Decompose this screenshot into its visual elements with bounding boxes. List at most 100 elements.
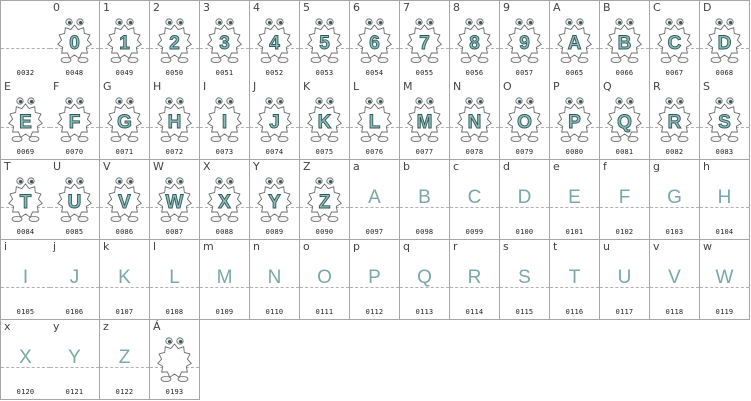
glyph-preview: U bbox=[617, 267, 632, 288]
glyph-cell[interactable]: B B 0066 bbox=[600, 0, 650, 81]
glyph-cell[interactable]: w W 0119 bbox=[700, 240, 750, 320]
character-label: h bbox=[703, 160, 710, 173]
glyph-cell[interactable]: L L 0076 bbox=[350, 80, 400, 160]
glyph-cell[interactable]: 1 1 0049 bbox=[100, 0, 150, 81]
glyph-cell[interactable]: Z Z 0090 bbox=[300, 160, 350, 240]
glyph-cell[interactable]: y Y 0121 bbox=[50, 320, 100, 400]
glyph-cell[interactable]: g G 0103 bbox=[650, 160, 700, 240]
glyph-cell[interactable]: a A 0097 bbox=[350, 160, 400, 240]
glyph-cell[interactable]: f F 0102 bbox=[600, 160, 650, 240]
glyph-cell[interactable]: W W 0087 bbox=[150, 160, 200, 240]
glyph-cell[interactable]: Q Q 0081 bbox=[600, 80, 650, 160]
badge-glyph: I bbox=[222, 112, 227, 133]
glyph-cell[interactable]: 0 0 0048 bbox=[50, 0, 100, 81]
glyph-cell[interactable]: v V 0118 bbox=[650, 240, 700, 320]
glyph-cell[interactable]: 7 7 0055 bbox=[400, 0, 450, 81]
char-code: 0122 bbox=[115, 388, 134, 396]
baseline-guide bbox=[300, 287, 349, 288]
glyph-cell[interactable]: t T 0116 bbox=[550, 240, 600, 320]
glyph-preview: J bbox=[69, 267, 80, 288]
character-label: c bbox=[453, 160, 460, 173]
glyph-cell[interactable]: z Z 0122 bbox=[100, 320, 150, 400]
glyph-cell[interactable]: r R 0114 bbox=[450, 240, 500, 320]
baseline-guide bbox=[600, 207, 649, 208]
badge-glyph: S bbox=[718, 112, 731, 133]
flower-badge-icon bbox=[157, 337, 192, 383]
glyph-cell[interactable]: c C 0099 bbox=[450, 160, 500, 240]
glyph-cell[interactable]: G G 0071 bbox=[100, 80, 150, 160]
glyph-cell[interactable]: l L 0108 bbox=[150, 240, 200, 320]
glyph-cell[interactable]: q Q 0113 bbox=[400, 240, 450, 320]
glyph-cell[interactable]: j J 0106 bbox=[50, 240, 100, 320]
glyph-cell[interactable]: Y Y 0089 bbox=[250, 160, 300, 240]
flower-badge-icon: 7 bbox=[407, 18, 442, 64]
glyph-cell[interactable]: k K 0107 bbox=[100, 240, 150, 320]
flower-badge-icon: Z bbox=[307, 177, 342, 223]
char-code: 0049 bbox=[115, 69, 134, 77]
glyph-cell[interactable]: Á 0193 bbox=[150, 320, 200, 400]
char-code: 0106 bbox=[65, 308, 84, 316]
glyph-cell[interactable]: V V 0086 bbox=[100, 160, 150, 240]
glyph-cell[interactable]: X X 0088 bbox=[200, 160, 250, 240]
glyph-cell[interactable]: S S 0083 bbox=[700, 80, 750, 160]
glyph-cell[interactable]: I I 0073 bbox=[200, 80, 250, 160]
glyph-cell[interactable]: M M 0077 bbox=[400, 80, 450, 160]
badge-glyph: W bbox=[166, 192, 184, 213]
flower-badge-icon: 8 bbox=[457, 18, 492, 64]
character-label: d bbox=[503, 160, 510, 173]
char-code: 0193 bbox=[165, 388, 184, 396]
glyph-cell[interactable]: 6 6 0054 bbox=[350, 0, 400, 81]
glyph-cell[interactable]: R R 0082 bbox=[650, 80, 700, 160]
glyph-cell[interactable]: n N 0110 bbox=[250, 240, 300, 320]
glyph-cell[interactable]: 2 2 0050 bbox=[150, 0, 200, 81]
glyph-cell[interactable]: T T 0084 bbox=[0, 160, 51, 240]
character-label: Q bbox=[603, 80, 612, 93]
char-code: 0066 bbox=[615, 69, 634, 77]
glyph-cell[interactable]: K K 0075 bbox=[300, 80, 350, 160]
glyph-cell[interactable]: A A 0065 bbox=[550, 0, 600, 81]
badge-glyph: 1 bbox=[119, 33, 130, 54]
glyph-cell[interactable]: o O 0111 bbox=[300, 240, 350, 320]
glyph-cell[interactable]: i I 0105 bbox=[0, 240, 51, 320]
baseline-guide bbox=[250, 287, 299, 288]
glyph-cell[interactable]: 4 4 0052 bbox=[250, 0, 300, 81]
glyph-cell[interactable]: N N 0078 bbox=[450, 80, 500, 160]
glyph-cell[interactable]: h H 0104 bbox=[700, 160, 750, 240]
glyph-cell[interactable]: P P 0080 bbox=[550, 80, 600, 160]
char-code: 0068 bbox=[715, 69, 734, 77]
character-label: m bbox=[203, 240, 214, 253]
glyph-cell[interactable]: d D 0100 bbox=[500, 160, 550, 240]
glyph-cell[interactable]: 0032 bbox=[0, 0, 51, 81]
glyph-cell[interactable]: E E 0069 bbox=[0, 80, 51, 160]
glyph-preview: Z bbox=[118, 347, 131, 368]
baseline-guide bbox=[550, 207, 599, 208]
glyph-cell[interactable]: U U 0085 bbox=[50, 160, 100, 240]
flower-badge-icon: T bbox=[8, 177, 43, 223]
flower-badge-icon: 9 bbox=[507, 18, 542, 64]
glyph-cell[interactable]: O O 0079 bbox=[500, 80, 550, 160]
glyph-cell[interactable]: J J 0074 bbox=[250, 80, 300, 160]
glyph-cell[interactable]: m M 0109 bbox=[200, 240, 250, 320]
glyph-cell[interactable]: s S 0115 bbox=[500, 240, 550, 320]
glyph-cell[interactable]: x X 0120 bbox=[0, 320, 51, 400]
character-label: 2 bbox=[153, 1, 160, 14]
glyph-cell[interactable]: C C 0067 bbox=[650, 0, 700, 81]
glyph-cell[interactable]: 9 9 0057 bbox=[500, 0, 550, 81]
glyph-preview: G bbox=[667, 187, 682, 208]
char-code: 0074 bbox=[265, 148, 284, 156]
glyph-cell[interactable]: D D 0068 bbox=[700, 0, 750, 81]
glyph-cell[interactable]: H H 0072 bbox=[150, 80, 200, 160]
character-label: u bbox=[603, 240, 610, 253]
glyph-cell[interactable]: e E 0101 bbox=[550, 160, 600, 240]
glyph-cell[interactable]: 3 3 0051 bbox=[200, 0, 250, 81]
glyph-cell[interactable]: F F 0070 bbox=[50, 80, 100, 160]
character-label: 5 bbox=[303, 1, 310, 14]
character-label: 3 bbox=[203, 1, 210, 14]
glyph-cell[interactable]: 5 5 0053 bbox=[300, 0, 350, 81]
glyph-cell[interactable]: u U 0117 bbox=[600, 240, 650, 320]
glyph-cell[interactable]: b B 0098 bbox=[400, 160, 450, 240]
char-code: 0052 bbox=[265, 69, 284, 77]
glyph-cell[interactable]: p P 0112 bbox=[350, 240, 400, 320]
character-label: r bbox=[453, 240, 458, 253]
glyph-cell[interactable]: 8 8 0056 bbox=[450, 0, 500, 81]
